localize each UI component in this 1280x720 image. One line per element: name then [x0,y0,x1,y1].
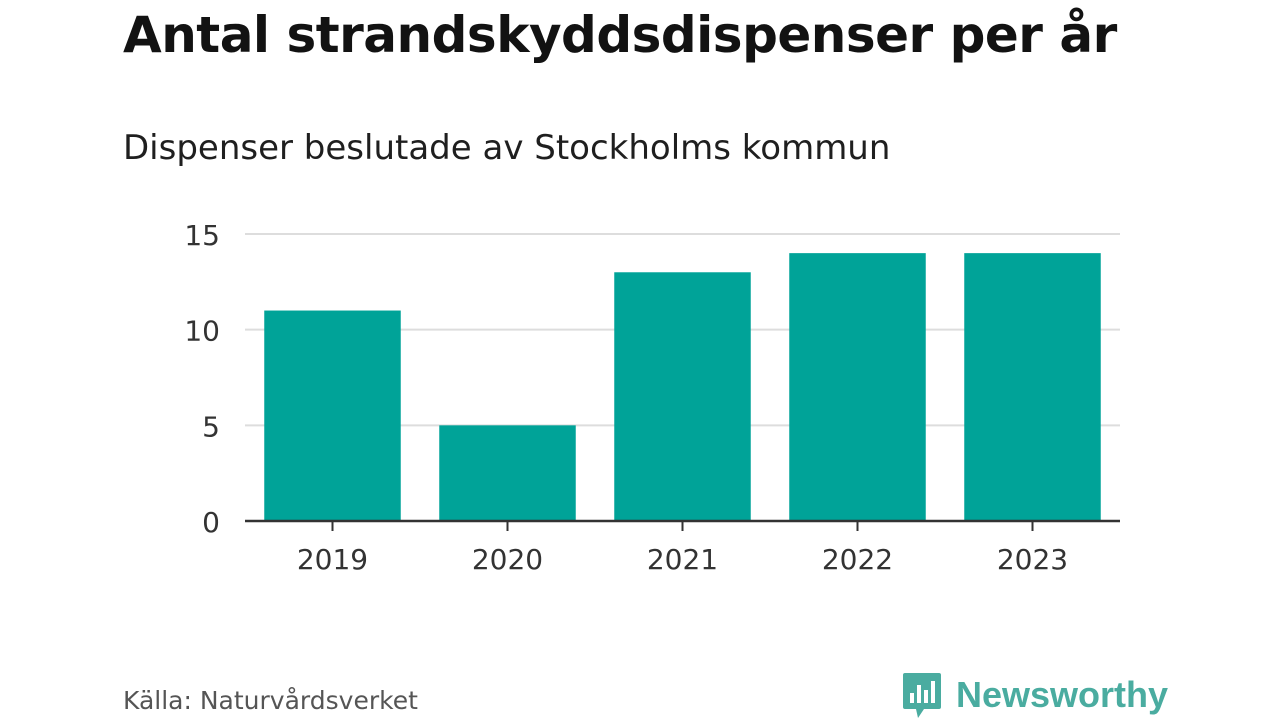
x-tick-label: 2021 [647,543,718,576]
brand-name: Newsworthy [956,674,1169,715]
y-tick-label: 15 [184,219,220,252]
y-tick-label: 5 [202,410,220,443]
y-tick-label: 0 [202,506,220,539]
source-note: Källa: Naturvårdsverket [123,686,418,715]
bar-2023 [964,253,1101,521]
bar-2022 [789,253,926,521]
x-tick-label: 2020 [472,543,543,576]
bar-2021 [614,272,751,521]
x-tick-label: 2019 [297,543,368,576]
chart-title: Antal strandskyddsdispenser per år [123,6,1117,64]
y-tick-label: 10 [184,315,220,348]
brand-logo: Newsworthy [902,670,1168,720]
x-tick-label: 2023 [997,543,1068,576]
bar-2020 [439,425,576,521]
x-tick-label: 2022 [822,543,893,576]
chart-subtitle: Dispenser beslutade av Stockholms kommun [123,128,891,168]
bar-2019 [264,310,401,521]
bar-chart-speech-bubble-icon [903,673,941,718]
